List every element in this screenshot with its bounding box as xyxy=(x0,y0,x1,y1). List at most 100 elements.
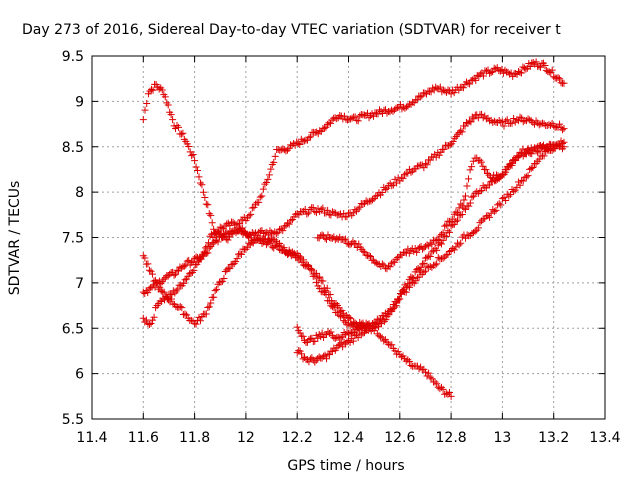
data-point xyxy=(391,298,399,306)
data-point xyxy=(365,320,373,328)
data-point xyxy=(500,170,508,178)
data-point xyxy=(233,255,241,263)
x-tick-label: 12.6 xyxy=(384,430,415,446)
data-point xyxy=(500,194,508,202)
data-point xyxy=(420,164,428,172)
data-point xyxy=(525,149,533,157)
data-point xyxy=(364,198,372,206)
data-point xyxy=(449,245,457,253)
data-point xyxy=(277,242,285,250)
data-point xyxy=(346,339,354,347)
data-point xyxy=(259,185,267,193)
data-point xyxy=(253,231,261,239)
data-point xyxy=(343,338,351,346)
data-point xyxy=(512,156,520,164)
data-point xyxy=(305,134,313,142)
data-point xyxy=(504,68,512,76)
data-point xyxy=(270,158,278,166)
data-point xyxy=(465,175,473,183)
data-point xyxy=(486,213,494,221)
data-point xyxy=(201,250,209,258)
data-point xyxy=(300,256,308,264)
data-point xyxy=(463,182,471,190)
x-tick-label: 11.4 xyxy=(76,430,107,446)
data-point xyxy=(218,234,226,242)
data-point xyxy=(550,143,558,151)
data-point xyxy=(519,118,527,126)
data-point xyxy=(490,64,498,72)
data-point xyxy=(452,208,460,216)
data-point xyxy=(378,188,386,196)
data-point xyxy=(522,65,530,73)
data-point xyxy=(199,188,207,196)
data-point xyxy=(148,85,156,93)
data-point xyxy=(428,240,436,248)
data-point xyxy=(490,207,498,215)
data-point xyxy=(218,224,226,232)
data-point xyxy=(491,176,499,184)
data-point xyxy=(319,277,327,285)
data-point xyxy=(534,148,542,156)
data-point xyxy=(350,318,358,326)
data-point xyxy=(407,168,415,176)
data-point xyxy=(498,195,506,203)
data-point xyxy=(337,333,345,341)
data-point xyxy=(514,178,522,186)
data-point xyxy=(388,341,396,349)
data-point xyxy=(265,171,273,179)
data-point xyxy=(518,176,526,184)
data-point xyxy=(181,310,189,318)
data-point xyxy=(210,225,218,233)
data-point xyxy=(150,313,158,321)
data-point xyxy=(204,201,212,209)
x-tick-label: 11.6 xyxy=(128,430,159,446)
data-point xyxy=(179,263,187,271)
data-point xyxy=(421,368,429,376)
data-point xyxy=(349,209,357,217)
data-point xyxy=(510,188,518,196)
data-point xyxy=(550,73,558,81)
data-point xyxy=(268,243,276,251)
data-point xyxy=(345,319,352,327)
data-point xyxy=(345,314,353,322)
data-point xyxy=(454,209,462,217)
data-point xyxy=(469,76,477,84)
data-point xyxy=(516,181,524,189)
data-point xyxy=(388,182,396,190)
data-point xyxy=(381,186,389,194)
data-point xyxy=(392,104,400,112)
data-point xyxy=(426,253,434,261)
data-point xyxy=(293,250,301,258)
data-point xyxy=(191,254,199,262)
data-point xyxy=(160,288,168,296)
data-point xyxy=(142,316,150,324)
data-point xyxy=(455,241,463,249)
data-point xyxy=(526,62,534,70)
x-tick-label: 12 xyxy=(237,430,255,446)
data-point xyxy=(308,265,316,273)
data-point xyxy=(457,200,465,208)
data-point xyxy=(173,122,181,130)
data-point xyxy=(343,116,351,124)
data-point xyxy=(541,62,549,70)
data-point xyxy=(317,205,325,213)
data-point xyxy=(474,224,482,232)
data-point xyxy=(141,106,149,114)
data-point xyxy=(469,157,477,165)
data-point xyxy=(477,158,485,166)
data-point xyxy=(458,202,466,210)
data-point xyxy=(144,260,152,268)
data-point xyxy=(336,112,344,120)
data-point xyxy=(560,138,568,146)
series-track-3 xyxy=(139,110,568,298)
data-point xyxy=(327,119,335,127)
data-point xyxy=(325,351,333,359)
data-point xyxy=(405,165,413,173)
data-point xyxy=(381,106,389,114)
data-point xyxy=(409,278,417,286)
data-point xyxy=(267,165,275,173)
data-point xyxy=(202,200,210,208)
data-point xyxy=(516,68,524,76)
data-point xyxy=(437,240,445,248)
data-point xyxy=(260,229,268,237)
